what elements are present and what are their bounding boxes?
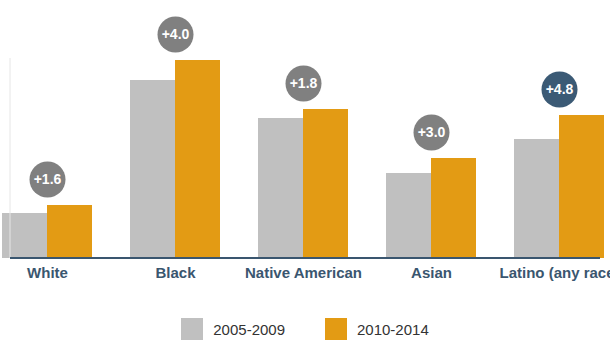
svg-text:Native American: Native American: [245, 264, 362, 281]
html-text:2010-2014: 2010-2014: [357, 320, 429, 338]
svg-text:+4.0: +4.0: [162, 26, 190, 42]
svg-text:+3.0: +3.0: [418, 124, 446, 140]
svg-text:Latino (any race): Latino (any race): [499, 264, 610, 281]
svg-text:Asian: Asian: [411, 264, 452, 281]
svg-text:White: White: [27, 264, 68, 281]
svg-text:+1.6: +1.6: [34, 171, 62, 187]
svg-text:+1.8: +1.8: [290, 75, 318, 91]
html-text:2005-2009: 2005-2009: [213, 320, 285, 338]
svg-text:Black: Black: [155, 264, 196, 281]
svg-text:+4.8: +4.8: [546, 81, 574, 97]
